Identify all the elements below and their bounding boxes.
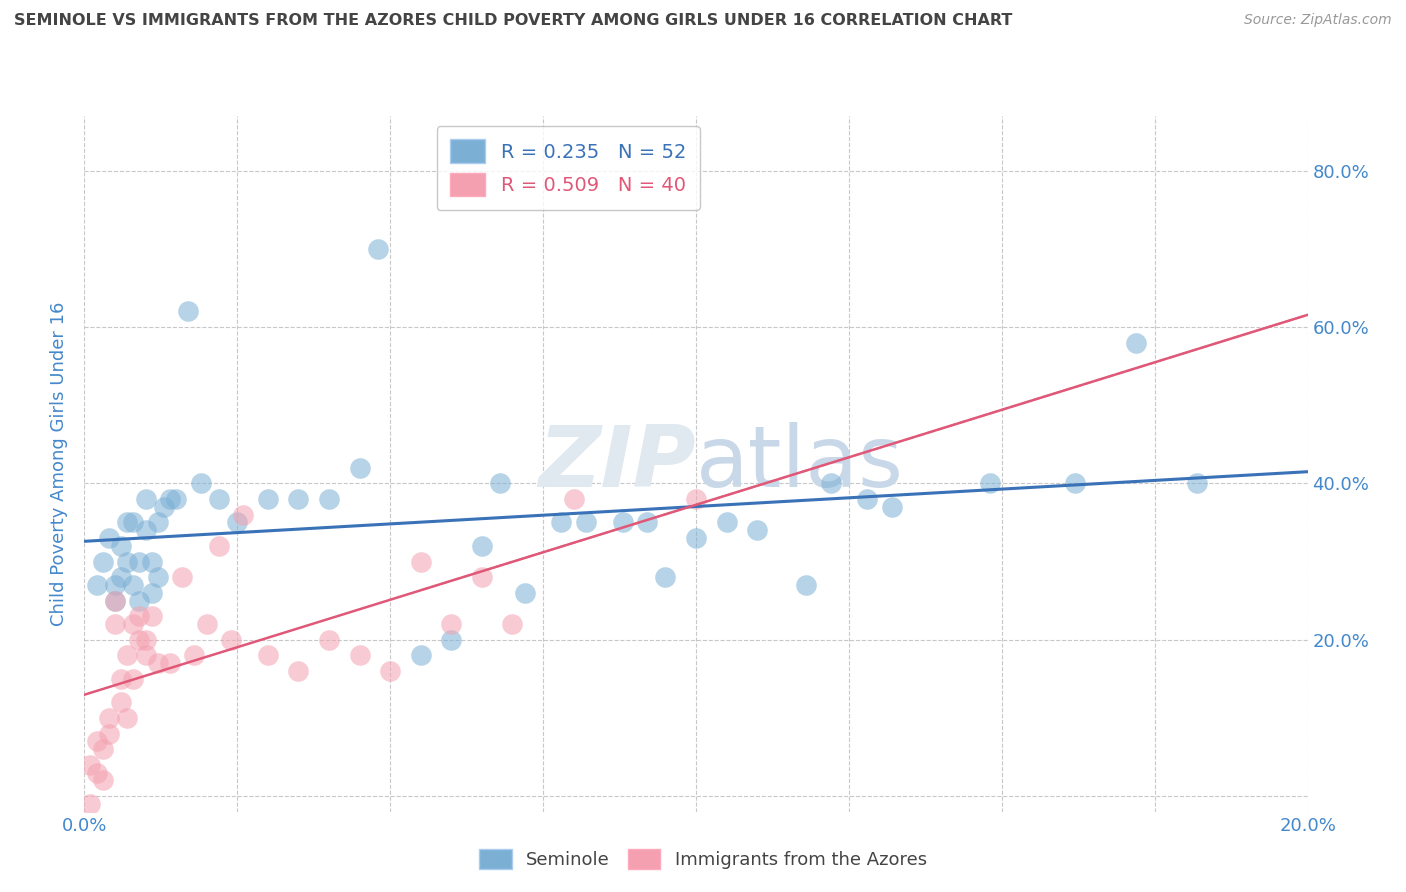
Point [86, 734, 108, 748]
Point [104, 617, 127, 632]
Point [820, 476, 842, 491]
Point [86, 765, 108, 780]
Point [86, 578, 108, 592]
Point [747, 523, 769, 537]
Point [115, 648, 138, 663]
Point [1125, 335, 1147, 350]
Point [367, 242, 389, 256]
Text: ZIP: ZIP [538, 422, 696, 506]
Point [208, 491, 231, 506]
Point [146, 656, 169, 670]
Point [79, 757, 101, 772]
Point [257, 491, 280, 506]
Text: SEMINOLE VS IMMIGRANTS FROM THE AZORES CHILD POVERTY AMONG GIRLS UNDER 16 CORREL: SEMINOLE VS IMMIGRANTS FROM THE AZORES C… [14, 13, 1012, 29]
Point [489, 476, 512, 491]
Point [183, 648, 205, 663]
Point [177, 304, 200, 318]
Point [349, 460, 371, 475]
Point [110, 672, 132, 686]
Point [146, 516, 169, 530]
Legend: Seminole, Immigrants from the Azores: Seminole, Immigrants from the Azores [470, 839, 936, 879]
Point [349, 648, 371, 663]
Point [880, 500, 903, 514]
Point [208, 539, 231, 553]
Point [716, 516, 738, 530]
Point [794, 578, 817, 592]
Point [122, 516, 145, 530]
Point [104, 593, 127, 607]
Point [159, 491, 181, 506]
Point [440, 617, 463, 632]
Point [128, 632, 150, 647]
Point [91, 555, 114, 569]
Point [562, 491, 585, 506]
Point [685, 531, 707, 545]
Point [146, 570, 169, 584]
Point [91, 773, 114, 788]
Point [128, 555, 150, 569]
Text: atlas: atlas [696, 422, 904, 506]
Point [128, 609, 150, 624]
Point [232, 508, 254, 522]
Point [318, 491, 340, 506]
Point [110, 695, 132, 709]
Point [287, 664, 309, 678]
Point [685, 491, 707, 506]
Point [195, 617, 218, 632]
Point [318, 632, 340, 647]
Point [190, 476, 212, 491]
Point [172, 570, 194, 584]
Point [257, 648, 280, 663]
Point [636, 516, 658, 530]
Point [104, 593, 127, 607]
Point [471, 539, 494, 553]
Point [104, 578, 127, 592]
Point [122, 578, 145, 592]
Point [979, 476, 1001, 491]
Point [1187, 476, 1209, 491]
Point [115, 516, 138, 530]
Point [1064, 476, 1087, 491]
Point [575, 516, 598, 530]
Point [141, 586, 163, 600]
Point [226, 516, 249, 530]
Point [110, 539, 132, 553]
Point [502, 617, 524, 632]
Point [409, 648, 432, 663]
Legend: R = 0.235   N = 52, R = 0.509   N = 40: R = 0.235 N = 52, R = 0.509 N = 40 [437, 126, 700, 211]
Point [471, 570, 494, 584]
Point [287, 491, 309, 506]
Point [440, 632, 463, 647]
Text: Source: ZipAtlas.com: Source: ZipAtlas.com [1244, 13, 1392, 28]
Point [115, 711, 138, 725]
Point [135, 523, 157, 537]
Point [141, 555, 163, 569]
Point [122, 617, 145, 632]
Point [91, 742, 114, 756]
Y-axis label: Child Poverty Among Girls Under 16: Child Poverty Among Girls Under 16 [51, 301, 69, 626]
Point [110, 570, 132, 584]
Point [115, 555, 138, 569]
Point [513, 586, 536, 600]
Point [79, 797, 101, 811]
Point [153, 500, 176, 514]
Point [380, 664, 402, 678]
Point [97, 711, 120, 725]
Point [97, 531, 120, 545]
Point [612, 516, 634, 530]
Point [135, 648, 157, 663]
Point [122, 672, 145, 686]
Point [654, 570, 676, 584]
Point [135, 632, 157, 647]
Point [219, 632, 242, 647]
Point [97, 726, 120, 740]
Point [141, 609, 163, 624]
Point [159, 656, 181, 670]
Point [856, 491, 879, 506]
Point [550, 516, 572, 530]
Point [409, 555, 432, 569]
Point [128, 593, 150, 607]
Point [135, 491, 157, 506]
Point [165, 491, 187, 506]
